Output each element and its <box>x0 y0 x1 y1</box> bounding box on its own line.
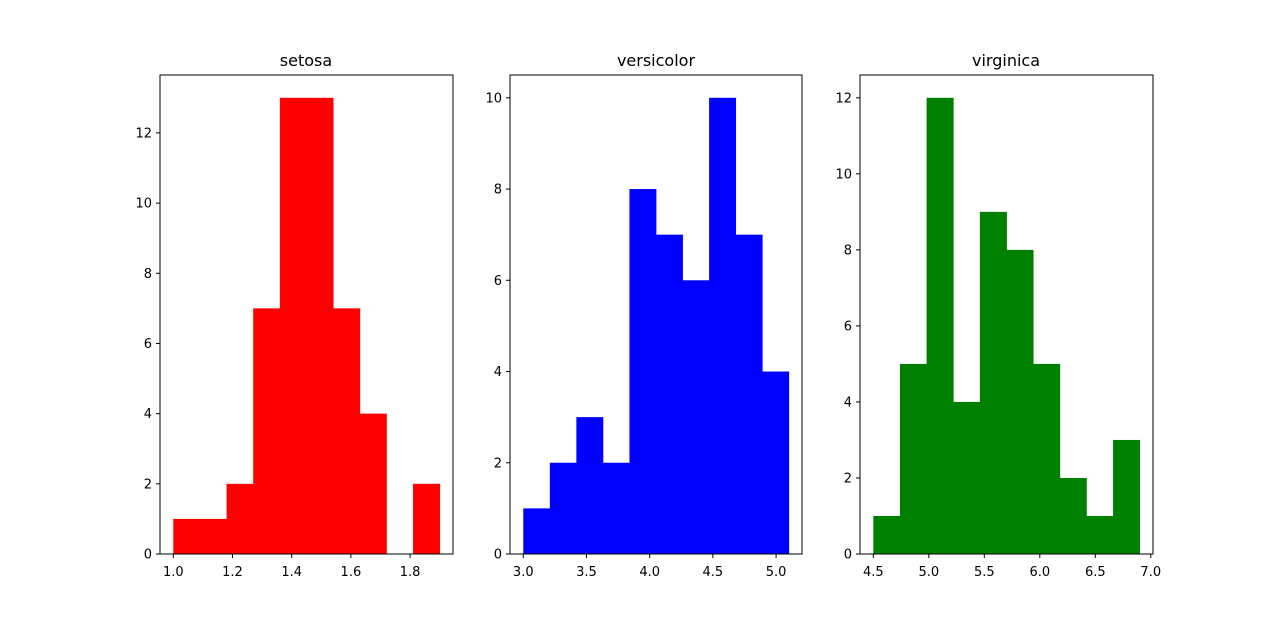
setosa-axes-frame <box>159 74 454 555</box>
versicolor-xtick-label: 4.5 <box>703 565 724 580</box>
versicolor-bar-6 <box>682 280 710 554</box>
versicolor-bar-5 <box>656 234 683 554</box>
versicolor-bar-7 <box>709 97 737 555</box>
virginica-ytick-label: 0 <box>844 548 852 563</box>
virginica-xtick-label: 5.5 <box>974 565 995 580</box>
versicolor-xtick-label: 4.0 <box>639 565 660 580</box>
setosa-xtick-label: 1.4 <box>281 565 302 580</box>
virginica-xtick-label: 5.0 <box>918 565 939 580</box>
setosa-ytick-label: 2 <box>144 477 152 492</box>
virginica-xtick-label: 6.5 <box>1085 565 1106 580</box>
versicolor-ytick-label: 10 <box>485 91 502 106</box>
setosa-bar-2 <box>226 483 254 554</box>
versicolor-axes-frame <box>509 74 803 555</box>
setosa-ytick-label: 4 <box>144 407 152 422</box>
virginica-ytick-label: 2 <box>844 471 852 486</box>
virginica-bar-2 <box>926 97 954 555</box>
versicolor-xtick-label: 3.0 <box>513 565 534 580</box>
virginica-bar-9 <box>1113 439 1141 554</box>
virginica-bar-8 <box>1086 515 1114 554</box>
virginica-bar-1 <box>899 363 927 554</box>
virginica-axes-frame <box>859 74 1154 555</box>
versicolor-ytick-label: 2 <box>494 456 502 471</box>
versicolor-bar-2 <box>576 417 604 554</box>
versicolor-ytick-label: 8 <box>494 183 502 198</box>
setosa-bar-9 <box>413 483 441 554</box>
virginica-ytick-label: 8 <box>844 243 852 258</box>
versicolor-ytick-label: 4 <box>494 365 502 380</box>
virginica-bar-5 <box>1006 249 1034 554</box>
virginica-bar-6 <box>1033 363 1061 554</box>
versicolor-panel: versicolor 3.0 3.5 4.0 4.5 5.0 0 2 4 6 8 10 <box>485 51 803 580</box>
setosa-bar-4 <box>279 97 307 555</box>
setosa-bar-5 <box>306 97 334 555</box>
setosa-ytick-label: 0 <box>144 548 152 563</box>
versicolor-bar-3 <box>602 462 630 554</box>
virginica-bar-4 <box>979 211 1007 554</box>
setosa-bar-0 <box>173 518 201 554</box>
setosa-xtick-label: 1.8 <box>400 565 421 580</box>
virginica-ytick-label: 6 <box>844 319 852 334</box>
virginica-xtick-label: 7.0 <box>1140 565 1161 580</box>
setosa-panel: setosa 1.0 1.2 1.4 1.6 1.8 0 2 4 6 8 10 12 <box>135 51 454 580</box>
virginica-ytick-label: 10 <box>835 167 852 182</box>
setosa-ytick-label: 6 <box>144 337 152 352</box>
setosa-bar-7 <box>359 413 387 554</box>
versicolor-ytick-label: 6 <box>494 274 502 289</box>
versicolor-bar-9 <box>762 371 790 554</box>
virginica-ytick-label: 4 <box>844 395 852 410</box>
setosa-bar-6 <box>333 308 361 554</box>
virginica-bar-3 <box>953 401 981 554</box>
setosa-bar-3 <box>253 308 281 554</box>
versicolor-bar-4 <box>629 189 657 555</box>
setosa-ytick-label: 10 <box>135 197 152 212</box>
virginica-title: virginica <box>972 51 1040 70</box>
setosa-title: setosa <box>280 51 332 70</box>
versicolor-ytick-label: 0 <box>494 548 502 563</box>
virginica-panel: virginica 4.5 5.0 5.5 6.0 6.5 7.0 0 2 4 6 8 10 12 <box>835 51 1161 580</box>
virginica-xtick-label: 4.5 <box>863 565 884 580</box>
virginica-bar-0 <box>873 515 901 554</box>
versicolor-bar-0 <box>523 508 551 554</box>
versicolor-xtick-label: 3.5 <box>576 565 597 580</box>
virginica-bar-7 <box>1059 477 1087 554</box>
setosa-xtick-label: 1.0 <box>163 565 184 580</box>
setosa-ytick-label: 8 <box>144 267 152 282</box>
virginica-xtick-label: 6.0 <box>1029 565 1050 580</box>
virginica-ytick-label: 12 <box>835 91 852 106</box>
versicolor-xtick-label: 5.0 <box>766 565 787 580</box>
setosa-ytick-label: 12 <box>135 126 152 141</box>
versicolor-bar-1 <box>549 462 577 554</box>
setosa-bar-1 <box>199 518 227 554</box>
versicolor-title: versicolor <box>617 51 695 70</box>
setosa-xtick-label: 1.2 <box>222 565 243 580</box>
setosa-xtick-label: 1.6 <box>341 565 362 580</box>
versicolor-bar-8 <box>735 234 763 554</box>
